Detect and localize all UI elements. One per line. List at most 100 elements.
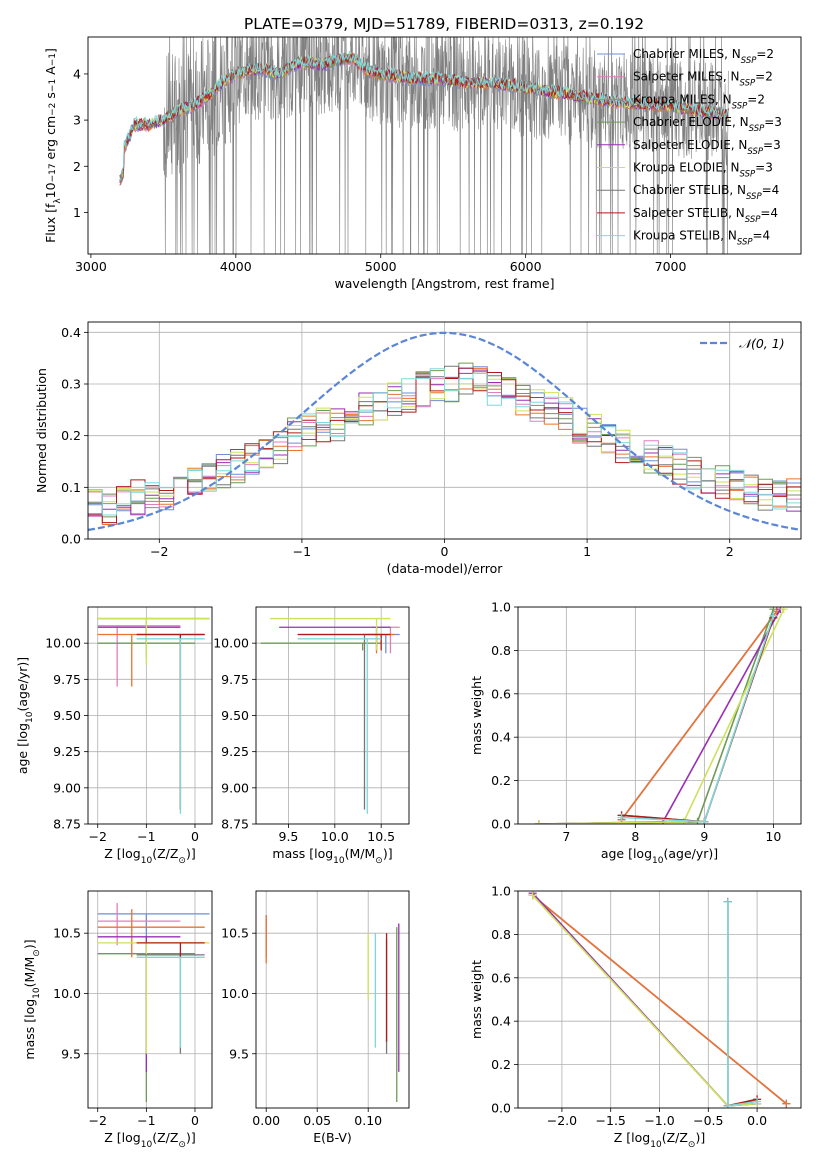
legend-label: Chabrier STELIB, NSSP=4: [633, 183, 779, 202]
y-tick-label: 9.00: [53, 780, 81, 795]
axes-frame: [255, 890, 410, 1109]
x-tick-label: 3000: [75, 259, 107, 274]
weight-line-kroupa_miles: [620, 610, 778, 821]
errorbar-chabrier_elodie: [260, 642, 382, 651]
weight-marker-kroupa_elodie: [528, 891, 537, 900]
y-tick-label: 0.8: [491, 643, 511, 658]
x-axis-label: (data-model)/error: [387, 561, 504, 576]
y-tick-label: 0.0: [491, 1101, 511, 1116]
x-axis-label: Z [log10(Z/Z⊙)]: [104, 1130, 195, 1150]
errorbar-salpeter_stelib: [297, 633, 391, 651]
y-tick-label: 0.3: [61, 377, 81, 392]
y-tick-label: 9.75: [53, 672, 81, 687]
legend-label: Salpeter STELIB, NSSP=4: [633, 206, 778, 225]
y-tick-label: 0.0: [61, 532, 81, 547]
y-tick-label: 9.5: [61, 1046, 81, 1061]
weight-marker-kroupa_stelib: [723, 1101, 732, 1108]
model-spectrum-salpeter_miles: [119, 54, 729, 184]
x-tick-label: 8: [631, 829, 639, 844]
y-tick-label: 0.6: [491, 970, 511, 985]
errorbar-kroupa_stelib: [297, 638, 382, 814]
weight-line-kroupa_elodie: [538, 608, 785, 824]
x-tick-label: −0.5: [693, 1113, 723, 1128]
plot-area: [518, 607, 801, 824]
plot-area: [88, 322, 801, 539]
x-axis-label: wavelength [Angstrom, rest frame]: [334, 276, 554, 291]
legend-label: Kroupa MILES, NSSP=2: [633, 92, 765, 111]
errorbar-chabrier_miles: [97, 617, 210, 644]
x-axis-label: Z [log10(Z/Z⊙)]: [614, 1130, 705, 1150]
x-tick-label: 0: [191, 829, 199, 844]
y-tick-label: 1.0: [491, 884, 511, 899]
y-tick-label: 0.2: [491, 1057, 511, 1072]
x-tick-label: 6000: [510, 259, 542, 274]
weight-marker-kroupa_elodie: [779, 607, 788, 614]
y-tick-label: 9.75: [221, 672, 249, 687]
panel-age_vs_Z: −2 −1 0 8.75 9.00 9.25 9.50 9.75 10.00 Z [log10(Z…: [15, 606, 213, 866]
axes-frame: [87, 36, 802, 255]
x-tick-label: 0.00: [252, 1113, 280, 1128]
y-axis-label: Flux [fλ10−17 erg cm−2 s−1 A−1]: [43, 48, 63, 243]
weight-marker-kroupa_elodie: [534, 820, 543, 824]
errorbar-kroupa_elodie: [97, 617, 210, 665]
weight-line-salpeter_elodie: [532, 892, 758, 1107]
legend-label: Salpeter ELODIE, NSSP=3: [633, 138, 781, 157]
errorbar-chabrier_miles: [97, 913, 210, 958]
y-tick-label: 1: [73, 205, 81, 220]
y-tick-label: 0.4: [61, 325, 81, 340]
y-tick-label: 10.00: [213, 636, 249, 651]
y-tick-label: 3: [73, 113, 81, 128]
x-tick-label: −1.5: [596, 1113, 626, 1128]
figure-title: PLATE=0379, MJD=51789, FIBERID=0313, z=0…: [244, 15, 644, 33]
x-tick-label: −2: [89, 1113, 107, 1128]
y-tick-label: 10.5: [221, 926, 249, 941]
weight-marker-kroupa_miles: [782, 1099, 791, 1108]
weight-marker-kroupa_stelib: [723, 897, 732, 906]
x-tick-label: 10.0: [321, 829, 349, 844]
legend-label: 𝒩(0, 1): [739, 336, 785, 351]
errorbar-kroupa_stelib: [136, 956, 205, 1048]
x-tick-label: 0.0: [747, 1113, 767, 1128]
plot-area: [88, 891, 212, 1108]
axes-frame: [517, 606, 802, 825]
x-tick-label: −1: [137, 1113, 155, 1128]
x-tick-label: 9.5: [279, 829, 299, 844]
y-axis-label: Normed distribution: [34, 368, 49, 493]
panel-mass_vs_Z: −2 −1 0 9.5 10.0 10.5 Z [log10(Z/Z⊙)] mass [log…: [22, 890, 213, 1150]
x-tick-label: −2: [150, 544, 168, 559]
y-tick-label: 10.0: [53, 986, 81, 1001]
legend-label: Chabrier MILES, NSSP=2: [633, 47, 774, 66]
errorbar-kroupa_miles: [97, 633, 205, 687]
y-tick-label: 9.00: [221, 780, 249, 795]
panel-age_vs_mass: 9.5 10.0 10.5 8.75 9.00 9.25 9.50 9.75 10.00 mass…: [213, 606, 410, 866]
plot-area: [256, 607, 409, 824]
y-tick-label: 0.1: [61, 480, 81, 495]
y-tick-label: 0.2: [491, 773, 511, 788]
x-axis-label: age [log10(age/yr)]: [601, 846, 718, 866]
panel-weight_vs_Z: −2.0 −1.5 −1.0 −0.5 0.0 0.0 0.2 0.4 0.6 0.8 1.0 Z […: [469, 884, 802, 1150]
y-tick-label: 4: [73, 66, 81, 81]
plot-area: [518, 891, 801, 1108]
panel-mass_vs_ebv: 0.00 0.05 0.10 9.5 10.0 10.5 E(B-V): [221, 890, 410, 1145]
x-tick-label: 10.5: [367, 829, 395, 844]
x-tick-label: 4000: [220, 259, 252, 274]
weight-line-kroupa_miles: [532, 894, 787, 1105]
legend-label: Salpeter MILES, NSSP=2: [633, 70, 773, 89]
errorbar-salpeter_elodie: [97, 626, 181, 644]
legend-label: Kroupa ELODIE, NSSP=3: [633, 161, 773, 180]
panel-spectrum: 3000 4000 5000 6000 7000 1 2 3 4 Chabrier MILES, …: [43, 36, 802, 291]
weight-marker-kroupa_stelib: [617, 813, 626, 822]
errorbar-kroupa_elodie: [97, 942, 210, 1054]
y-tick-label: 2: [73, 159, 81, 174]
plot-area: [256, 891, 409, 1108]
x-tick-label: 10: [765, 829, 781, 844]
errorbar-salpeter_stelib: [136, 942, 205, 958]
y-tick-label: 0.0: [491, 817, 511, 832]
plot-area: [119, 37, 729, 254]
y-tick-label: 10.00: [45, 636, 81, 651]
x-axis-label: E(B-V): [313, 1130, 352, 1145]
x-tick-label: 0: [191, 1113, 199, 1128]
x-tick-label: 1: [583, 544, 591, 559]
x-tick-label: 7000: [655, 259, 687, 274]
y-tick-label: 9.25: [221, 744, 249, 759]
